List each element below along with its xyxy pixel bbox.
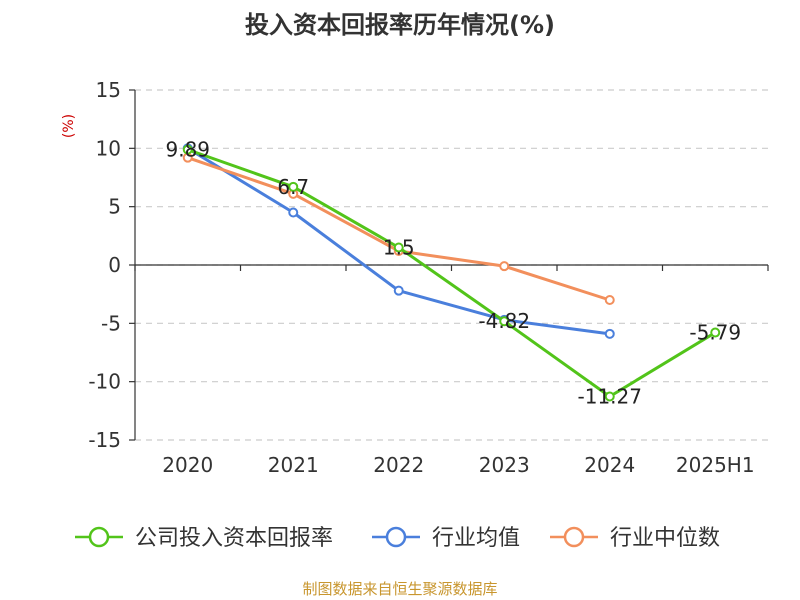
data-point-marker bbox=[499, 316, 510, 327]
y-tick-label: 5 bbox=[108, 195, 121, 219]
series-lines bbox=[182, 143, 721, 402]
x-tick-label: 2024 bbox=[584, 453, 635, 477]
data-label: 1.5 bbox=[383, 236, 415, 260]
data-label: 9.89 bbox=[165, 138, 210, 162]
x-tick-label: 2021 bbox=[268, 453, 319, 477]
y-tick-label: 15 bbox=[96, 78, 121, 102]
legend-swatch-marker bbox=[385, 526, 407, 548]
legend-label: 行业均值 bbox=[432, 526, 520, 551]
data-point-marker bbox=[499, 261, 510, 272]
data-label: 6.7 bbox=[277, 175, 309, 199]
chart-title: 投入资本回报率历年情况(%) bbox=[245, 11, 555, 39]
data-point-marker bbox=[604, 328, 615, 339]
legend-swatch-marker bbox=[88, 526, 110, 548]
legend-swatch-marker bbox=[563, 526, 585, 548]
legend-label: 行业中位数 bbox=[610, 526, 720, 551]
legend: 公司投入资本回报率 行业均值 行业中位数 bbox=[75, 526, 720, 551]
data-point-marker bbox=[393, 285, 404, 296]
source-note: 制图数据来自恒生聚源数据库 bbox=[302, 580, 497, 598]
series-line-0 bbox=[187, 148, 717, 398]
data-point-marker bbox=[710, 327, 721, 338]
data-point-marker bbox=[288, 207, 299, 218]
data-label: -4.82 bbox=[478, 309, 530, 333]
y-tick-label: 10 bbox=[96, 136, 121, 160]
y-tick-label: -5 bbox=[101, 311, 121, 335]
series-line-2 bbox=[187, 156, 611, 302]
x-tick-label: 2022 bbox=[373, 453, 424, 477]
x-tick-label: 2025H1 bbox=[676, 453, 755, 477]
data-point-marker bbox=[604, 295, 615, 305]
y-tick-label: 0 bbox=[108, 253, 121, 277]
y-tick-label: -15 bbox=[88, 428, 121, 452]
axes: 15 10 5 0 -5 -10 -15 2020 2021 2022 2023 2024 2025H1 bbox=[88, 78, 769, 477]
data-point-marker bbox=[182, 144, 193, 155]
data-point-marker bbox=[393, 242, 404, 253]
data-label: -5.79 bbox=[689, 321, 741, 345]
x-tick-label: 2020 bbox=[162, 453, 213, 477]
y-tick-label: -10 bbox=[88, 370, 121, 394]
data-point-marker bbox=[604, 391, 615, 402]
y-axis-unit-label: (%) bbox=[61, 114, 77, 138]
data-point-marker bbox=[288, 181, 299, 192]
data-label: -11.27 bbox=[578, 384, 642, 408]
x-tick-label: 2023 bbox=[479, 453, 530, 477]
data-labels: 9.89 6.7 1.5 -4.82 -11.27 -5.79 bbox=[165, 138, 741, 409]
legend-label: 公司投入资本回报率 bbox=[135, 526, 333, 551]
